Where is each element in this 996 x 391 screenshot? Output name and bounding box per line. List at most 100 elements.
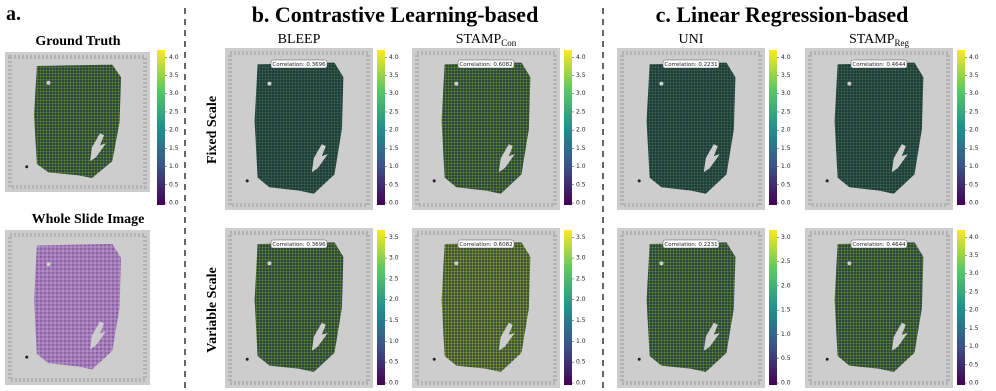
colorbar-tick-label: 0.0: [576, 380, 586, 387]
tissue-gap: [90, 133, 106, 162]
correlation-box: [270, 239, 328, 249]
tissue-gap: [703, 144, 720, 173]
stray-spot: [25, 165, 29, 169]
colorbar-tick-label: 3.5: [969, 72, 979, 79]
slide-border: [415, 51, 557, 207]
colorbar-tick-label: 0.0: [576, 200, 586, 207]
tissue-gap: [90, 321, 106, 350]
colorbar-tick-label: 2.0: [969, 127, 979, 134]
tissue-hole: [46, 262, 51, 267]
correlation-label: Correlation: 0.6082: [459, 242, 512, 248]
colorbar-tick-label: 0.5: [576, 359, 586, 366]
colorbar-tick-label: 3.0: [576, 90, 586, 97]
colorbar-tick-label: 3.5: [969, 252, 979, 259]
plot-title: Whole Slide Image: [32, 212, 145, 227]
panel-label: c. Linear Regression-based: [656, 2, 909, 27]
correlation-box: [662, 239, 720, 249]
slide-border: [415, 231, 557, 385]
tissue-hole: [454, 81, 459, 86]
colorbar-tick-label: 2.0: [576, 127, 586, 134]
colorbar-tick-label: 3.5: [169, 72, 179, 79]
stray-spot: [432, 357, 436, 361]
correlation-label: Correlation: 0.2231: [664, 242, 717, 248]
stray-spot: [25, 355, 29, 359]
colorbar-tick-label: 2.5: [969, 288, 979, 295]
stray-spot: [825, 357, 829, 361]
row-label: Fixed Scale: [205, 96, 220, 164]
colorbar-tick-label: 3.0: [781, 234, 791, 241]
spatial-plot: Correlation: 0.6082: [412, 228, 560, 388]
colorbar-tick-label: 3.0: [969, 90, 979, 97]
colorbar-tick-label: 2.0: [389, 296, 399, 303]
colorbar-tick-label: 2.0: [781, 127, 791, 134]
colorbar: [377, 50, 385, 205]
colorbar: [157, 50, 165, 205]
colorbar-tick-label: 2.5: [576, 275, 586, 282]
colorbar-tick-label: 0.5: [576, 181, 586, 188]
slide-border: [620, 51, 762, 207]
stray-spot: [245, 179, 249, 183]
slide-border: [808, 231, 950, 385]
colorbar-tick-label: 1.5: [969, 145, 979, 152]
colorbar-tick-label: 2.0: [576, 296, 586, 303]
colorbar: [377, 230, 385, 385]
spatial-plot: [5, 230, 150, 385]
tissue: [646, 242, 736, 372]
spatial-plot: [5, 52, 150, 192]
tissue-hole: [847, 81, 852, 86]
stray-spot: [637, 179, 641, 183]
colorbar-tick-label: 0.5: [969, 181, 979, 188]
colorbar-tick-label: 0.0: [389, 200, 399, 207]
slide-border: [228, 231, 370, 385]
spatial-plot: Correlation: 0.4644: [805, 228, 953, 388]
colorbar-tick-label: 3.5: [576, 72, 586, 79]
colorbar-tick-label: 2.5: [969, 108, 979, 115]
colorbar-tick-label: 2.0: [169, 127, 179, 134]
colorbar-tick-label: 0.5: [781, 355, 791, 362]
tissue: [254, 242, 344, 372]
colorbar-tick-label: 3.0: [781, 90, 791, 97]
colorbar-tick-label: 1.0: [576, 163, 586, 170]
colorbar-tick-label: 1.0: [969, 343, 979, 350]
colorbar-tick-label: 1.0: [389, 338, 399, 345]
colorbar-tick-label: 4.0: [169, 54, 179, 61]
colorbar-tick-label: 3.5: [781, 72, 791, 79]
correlation-label: Correlation: 0.3696: [272, 62, 326, 68]
stray-spot: [245, 357, 249, 361]
colorbar-tick-label: 1.0: [389, 163, 399, 170]
tissue-hole: [454, 261, 459, 266]
colorbar-tick-label: 4.0: [969, 234, 979, 241]
colorbar-tick-label: 1.5: [969, 325, 979, 332]
colorbar-tick-label: 1.0: [169, 163, 179, 170]
colorbar-tick-label: 2.5: [781, 108, 791, 115]
tissue-hole: [267, 81, 272, 86]
colorbar-tick-label: 3.0: [389, 255, 399, 262]
correlation-box: [850, 239, 908, 249]
column-title-subscript: Reg: [895, 38, 910, 48]
stray-spot: [825, 179, 829, 183]
correlation-label: Correlation: 0.4644: [852, 62, 906, 68]
colorbar-tick-label: 2.5: [169, 108, 179, 115]
colorbar-tick-label: 1.0: [781, 331, 791, 338]
column-title: STAMPReg: [849, 32, 910, 48]
panel-label: b. Contrastive Learning-based: [252, 2, 539, 27]
colorbar-tick-label: 3.5: [576, 234, 586, 241]
colorbar-tick-label: 2.5: [389, 108, 399, 115]
slide-border: [620, 231, 762, 385]
correlation-label: Correlation: 0.2231: [664, 62, 717, 68]
correlation-label: Correlation: 0.4644: [852, 242, 906, 248]
correlation-box: [457, 239, 515, 249]
colorbar-tick-label: 0.0: [781, 380, 791, 387]
column-title: UNI: [679, 32, 704, 47]
colorbar-tick-label: 0.0: [969, 380, 979, 387]
colorbar-tick-label: 4.0: [389, 54, 399, 61]
column-title-text: STAMP: [849, 32, 895, 47]
tissue-hole: [267, 261, 272, 266]
slide-border: [8, 55, 147, 189]
stray-spot: [637, 357, 641, 361]
colorbar: [957, 230, 965, 385]
colorbar-tick-label: 0.5: [169, 181, 179, 188]
spatial-plot: Correlation: 0.2231: [617, 228, 765, 388]
colorbar-tick-label: 3.5: [389, 72, 399, 79]
